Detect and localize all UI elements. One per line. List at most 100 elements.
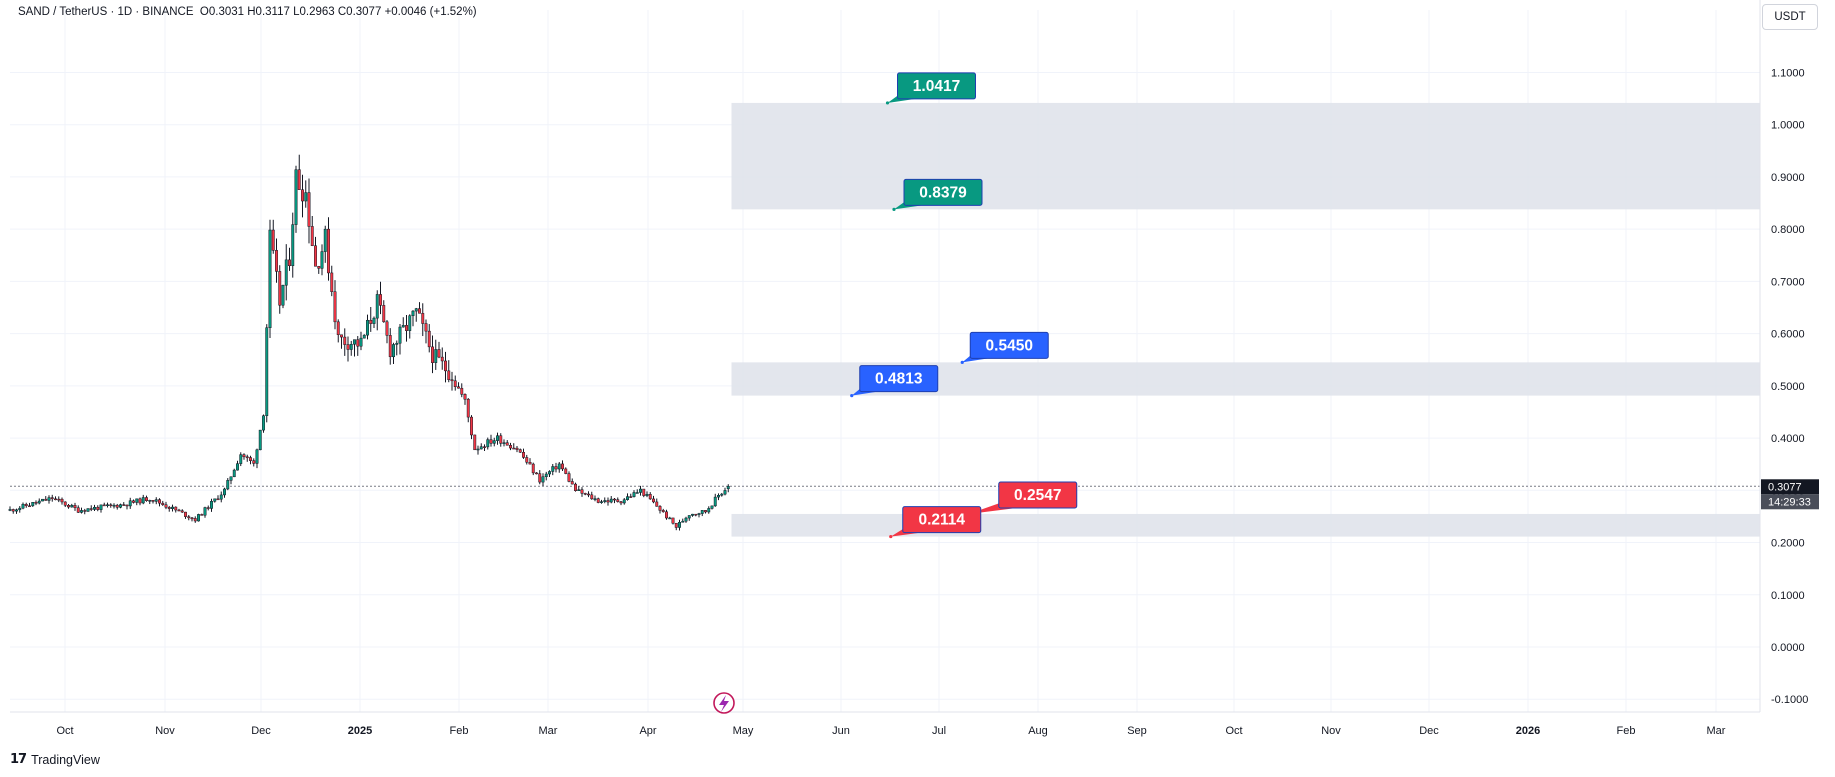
candle-body xyxy=(161,502,165,505)
candle-body xyxy=(723,490,727,495)
candle-body xyxy=(720,493,724,496)
candle-body xyxy=(112,504,116,507)
candle-body xyxy=(349,344,353,350)
candle-body xyxy=(538,473,542,483)
candle-body xyxy=(512,447,516,450)
candle-body xyxy=(327,228,330,274)
time-axis[interactable]: Oct Nov Dec 2025 Feb Mar Apr May Jun Jul Aug Sep Oct… xyxy=(10,711,1760,737)
candle-body xyxy=(50,497,54,500)
y-tick-label: 0.6000 xyxy=(1771,329,1805,341)
callout-anchor xyxy=(960,360,964,364)
candle-body xyxy=(125,504,129,507)
candle-body xyxy=(440,356,444,362)
candle-body xyxy=(421,313,425,324)
x-tick-label: Oct xyxy=(56,725,73,737)
candle-body xyxy=(115,504,119,508)
price-callout[interactable]: 0.2547 xyxy=(967,481,1078,516)
candle-body xyxy=(200,514,204,516)
price-callout[interactable]: 0.4813 xyxy=(850,365,939,398)
candle-body xyxy=(138,498,142,504)
candle-body xyxy=(587,493,590,496)
candle-body xyxy=(18,507,22,511)
candle-body xyxy=(353,339,356,345)
current-price-tag: 0.3077 14:29:33 xyxy=(1761,479,1819,510)
candle-body xyxy=(148,500,152,502)
symbol-title[interactable]: SAND / TetherUS · 1D · BINANCE xyxy=(18,6,194,18)
candle-body xyxy=(668,517,672,520)
candle-body xyxy=(704,510,707,513)
candle-body xyxy=(414,308,418,312)
price-axis[interactable]: 1.1000 1.0000 0.9000 0.8000 0.7000 0.6000 0.50… xyxy=(1759,0,1808,712)
y-tick-label: 0.7000 xyxy=(1771,276,1805,288)
lightning-icon[interactable] xyxy=(713,692,735,714)
candle-body xyxy=(496,435,499,441)
target-zone[interactable] xyxy=(731,102,1761,210)
candle-body xyxy=(385,321,389,336)
candle-body xyxy=(317,266,321,269)
candle-body xyxy=(463,394,467,400)
candle-body xyxy=(206,507,210,509)
candle-body xyxy=(216,498,220,501)
candle-body xyxy=(492,440,496,444)
candle-body xyxy=(158,499,161,504)
candle-body xyxy=(197,514,200,522)
candle-body xyxy=(70,505,74,508)
candle-body xyxy=(691,513,694,516)
candle-body xyxy=(687,515,691,519)
candle-body xyxy=(613,498,616,501)
candle-body xyxy=(726,486,730,489)
candle-body xyxy=(336,321,340,336)
candle-body xyxy=(554,466,558,470)
candle-body xyxy=(154,499,158,502)
target-zone[interactable] xyxy=(731,513,1761,537)
candle-body xyxy=(301,189,304,202)
candle-body xyxy=(284,259,288,286)
candle-body xyxy=(697,513,701,515)
x-tick-label: 2025 xyxy=(348,725,372,737)
candle-body xyxy=(67,505,70,508)
candle-body xyxy=(346,344,350,350)
x-tick-label: Apr xyxy=(639,725,656,737)
candle-body xyxy=(210,501,213,509)
candle-body xyxy=(340,334,343,338)
candle-body xyxy=(278,271,282,306)
candle-body xyxy=(31,502,35,507)
candle-body xyxy=(431,346,434,363)
candle-body xyxy=(135,498,139,503)
candle-body xyxy=(486,439,490,448)
candle-body xyxy=(502,442,506,444)
candle-body xyxy=(310,226,314,246)
candle-body xyxy=(379,294,382,306)
candle-body xyxy=(41,498,44,502)
candle-body xyxy=(177,509,181,512)
candle-body xyxy=(141,497,145,504)
price-callout[interactable]: 1.0417 xyxy=(885,72,976,105)
candle-body xyxy=(242,454,246,458)
candle-body xyxy=(24,503,28,507)
price-callout[interactable]: 0.2114 xyxy=(889,506,982,539)
candle-body xyxy=(642,488,646,496)
callout-box xyxy=(998,481,1078,509)
candle-body xyxy=(700,510,704,514)
price-labels[interactable]: 1.0417 0.8379 0.5450 0.4813 0.2547 0.2114 xyxy=(850,72,1078,539)
footer-branding[interactable]: 17 TradingView xyxy=(10,752,100,767)
candle-body xyxy=(392,344,395,358)
candle-body xyxy=(102,504,106,507)
candle-body xyxy=(557,463,561,470)
currency-button[interactable]: USDT xyxy=(1762,4,1818,30)
candle-body xyxy=(187,516,191,519)
symbol-legend: SAND / TetherUS · 1D · BINANCE O0.3031 H… xyxy=(18,6,477,18)
callout-label: 1.0417 xyxy=(913,78,960,95)
x-tick-label: Feb xyxy=(450,725,469,737)
candle-body xyxy=(362,334,366,339)
candle-body xyxy=(375,294,379,319)
candle-body xyxy=(395,342,399,345)
candle-body xyxy=(444,360,447,372)
price-callout[interactable]: 0.8379 xyxy=(892,178,983,211)
candle-body xyxy=(616,499,620,502)
candle-body xyxy=(580,489,584,494)
candle-body xyxy=(80,510,83,513)
candle-body xyxy=(661,510,665,513)
price-callout[interactable]: 0.5450 xyxy=(960,331,1049,364)
